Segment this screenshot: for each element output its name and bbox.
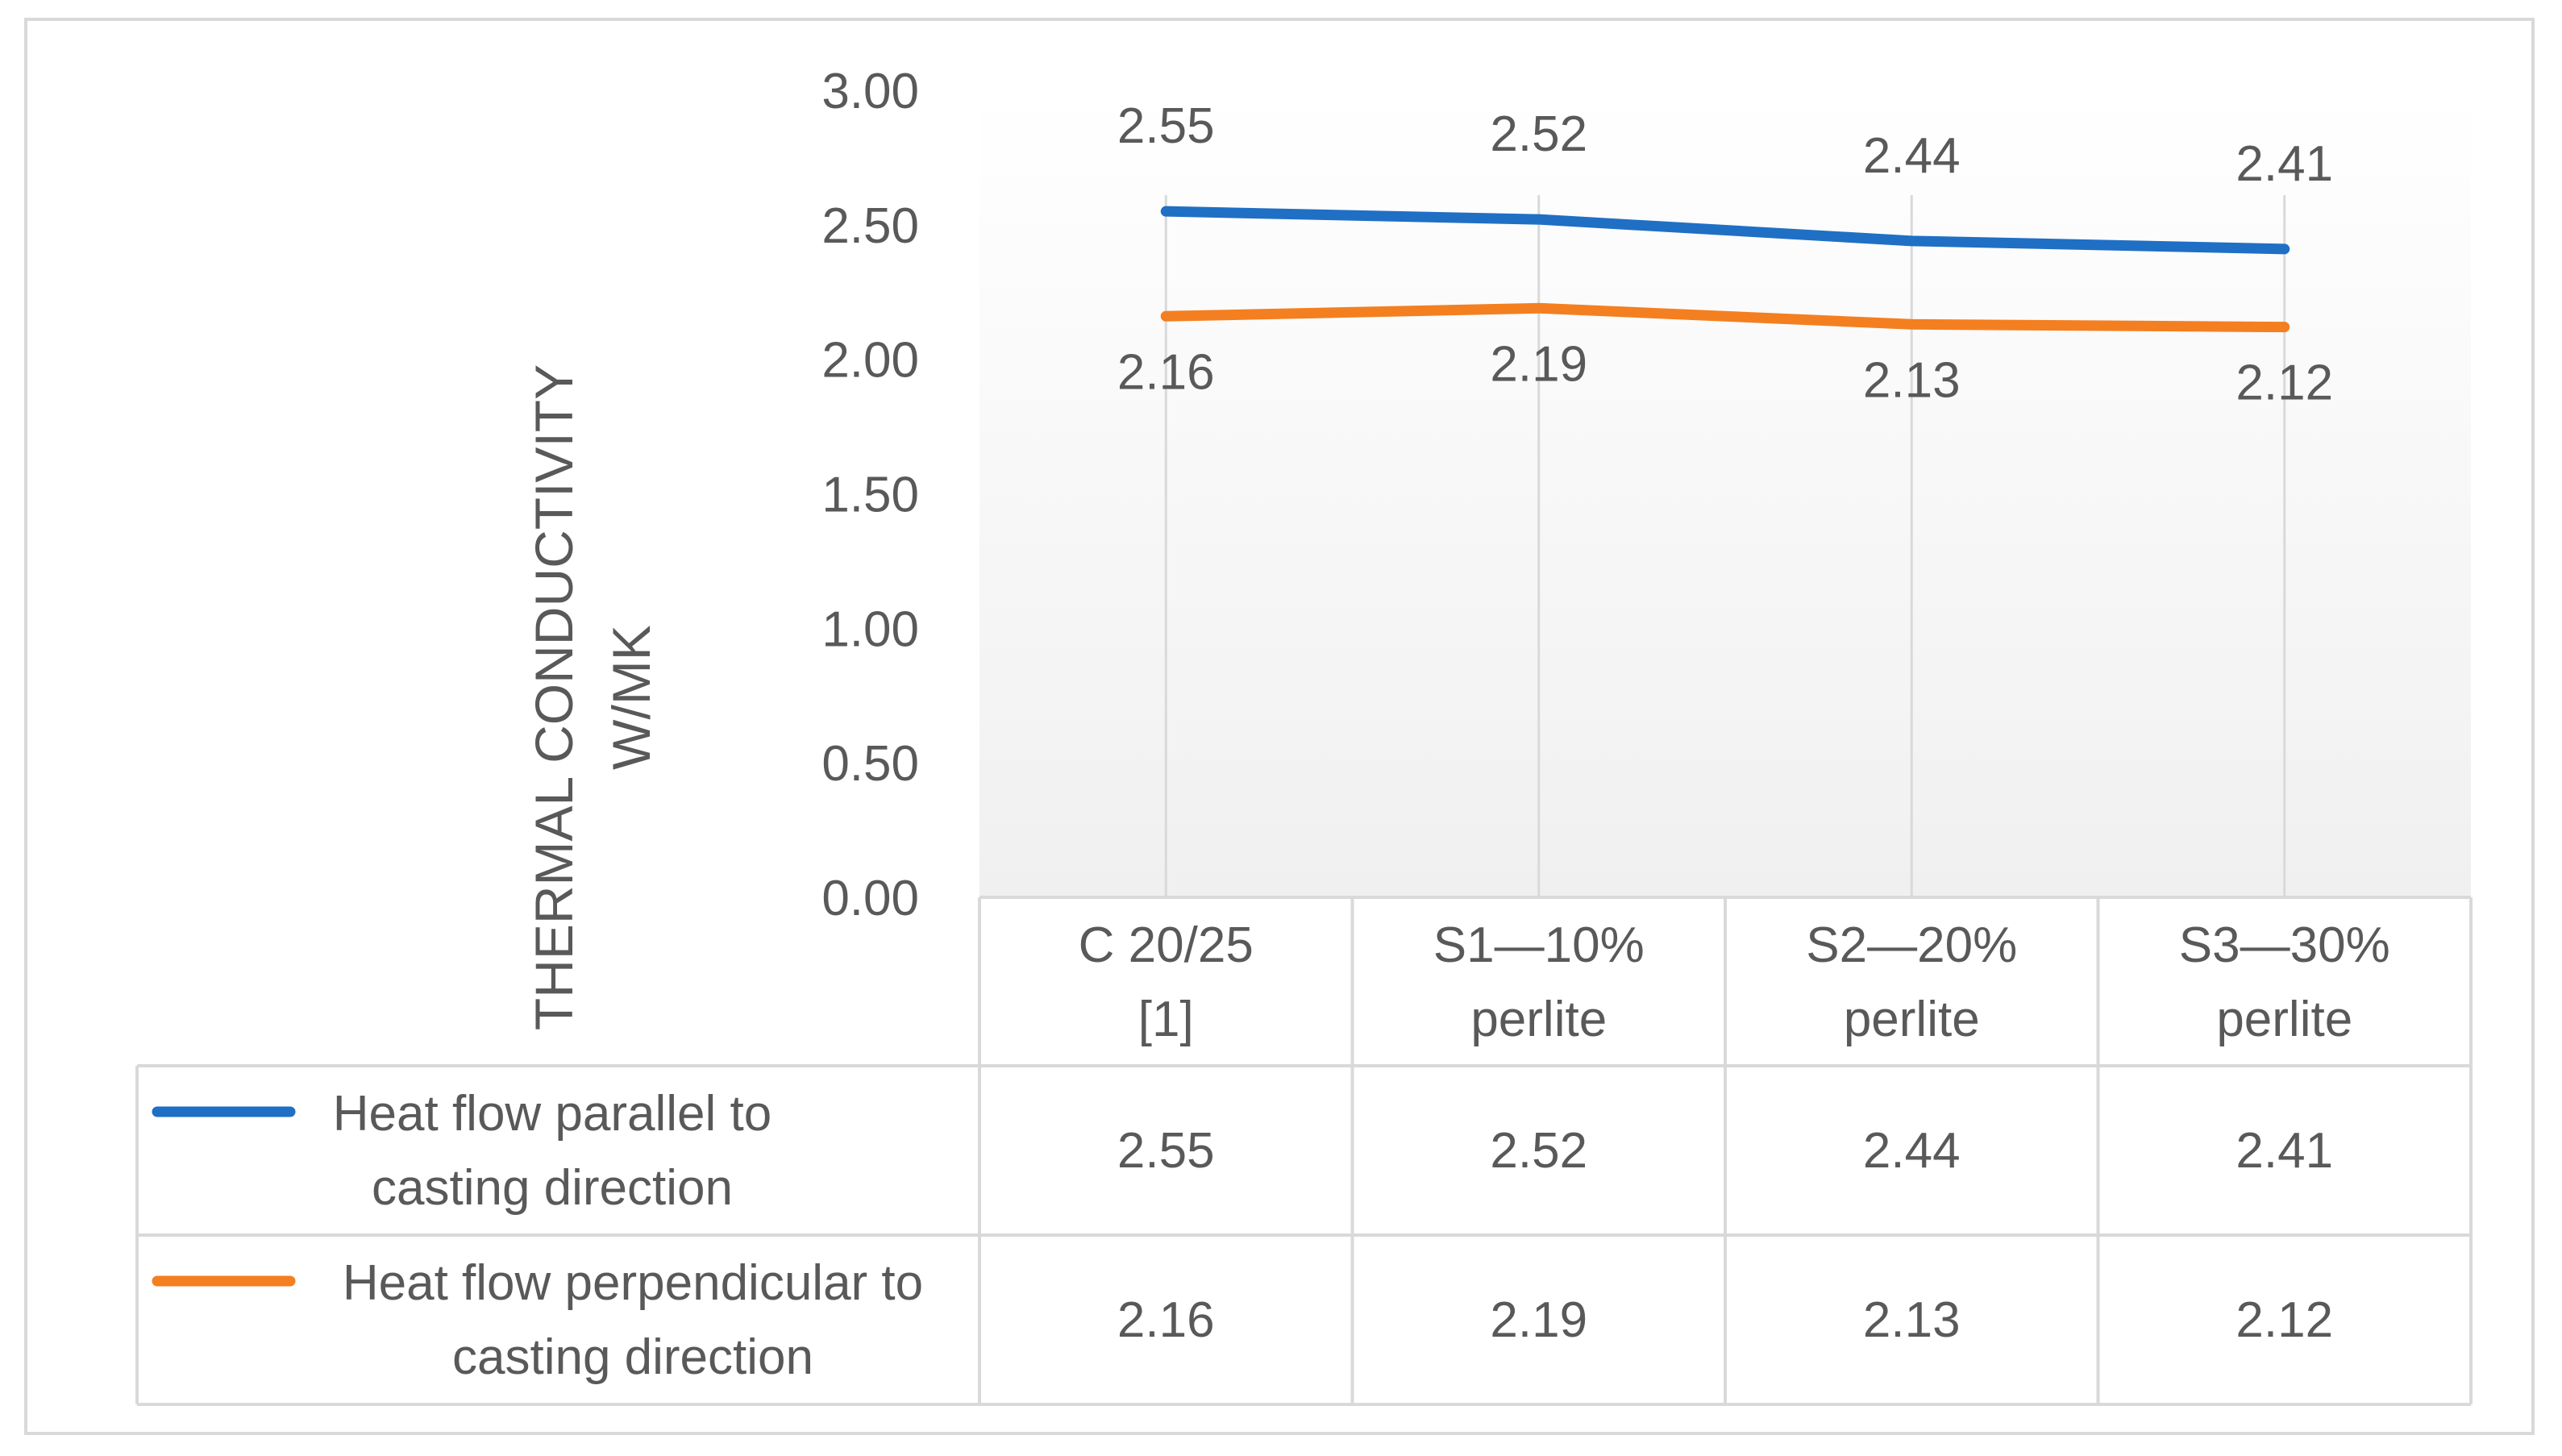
legend-label: casting direction bbox=[372, 1160, 733, 1216]
y-axis-label: THERMAL CONDUCTIVITY W/MK bbox=[524, 364, 661, 1030]
data-label: 2.41 bbox=[2236, 136, 2333, 192]
table-cell-value: 2.44 bbox=[1863, 1123, 1961, 1179]
data-label: 2.55 bbox=[1117, 98, 1215, 154]
chart-frame bbox=[24, 18, 2535, 1435]
category-label: S1—10% bbox=[1433, 917, 1645, 973]
table-cell-value: 2.12 bbox=[2236, 1292, 2333, 1348]
table-cell-value: 2.19 bbox=[1490, 1292, 1587, 1348]
table-cell-value: 2.55 bbox=[1117, 1123, 1215, 1179]
legend-label: Heat flow parallel to bbox=[333, 1086, 772, 1142]
y-axis: 0.00 0.50 1.00 1.50 2.00 2.50 3.00 bbox=[821, 64, 919, 926]
y-tick-label: 1.50 bbox=[821, 468, 919, 523]
y-tick-label: 1.00 bbox=[821, 601, 919, 657]
category-label: perlite bbox=[1844, 992, 1980, 1047]
data-table: C 20/25 [1] S1—10% perlite S2—20% perlite S3—3… bbox=[135, 896, 2473, 1406]
data-label: 2.13 bbox=[1863, 352, 1961, 408]
data-label: 2.52 bbox=[1490, 106, 1587, 162]
y-axis-label-line: W/MK bbox=[601, 625, 661, 770]
category-label: S2—20% bbox=[1806, 917, 2017, 973]
series-line bbox=[1160, 206, 2290, 255]
series-layer bbox=[1160, 206, 2290, 333]
data-label: 2.44 bbox=[1863, 128, 1961, 184]
y-axis-title: THERMAL CONDUCTIVITY W/MK bbox=[524, 364, 661, 1030]
legend-label: Heat flow perpendicular to bbox=[343, 1255, 923, 1311]
category-label: perlite bbox=[2216, 992, 2352, 1047]
category-label: perlite bbox=[1470, 992, 1607, 1047]
data-label: 2.12 bbox=[2236, 356, 2333, 411]
plot-area bbox=[979, 90, 2471, 897]
data-label: 2.16 bbox=[1117, 344, 1215, 400]
table-cell-value: 2.13 bbox=[1863, 1292, 1961, 1348]
series-line bbox=[1160, 302, 2290, 333]
y-tick-label: 0.00 bbox=[821, 871, 919, 926]
y-axis-label-line: THERMAL CONDUCTIVITY bbox=[524, 364, 584, 1030]
y-tick-label: 2.00 bbox=[821, 333, 919, 389]
data-label: 2.19 bbox=[1490, 336, 1587, 392]
table-cell-value: 2.16 bbox=[1117, 1292, 1215, 1348]
legend-label: casting direction bbox=[452, 1329, 813, 1385]
y-tick-label: 0.50 bbox=[821, 736, 919, 792]
y-tick-label: 3.00 bbox=[821, 64, 919, 119]
data-labels: 2.55 2.52 2.44 2.41 2.16 2.19 2.13 2.12 bbox=[1117, 98, 2333, 410]
category-label: [1] bbox=[1138, 992, 1194, 1047]
y-tick-label: 2.50 bbox=[821, 198, 919, 254]
category-label: C 20/25 bbox=[1079, 917, 1254, 973]
category-label: S3—30% bbox=[2179, 917, 2390, 973]
table-cell-value: 2.52 bbox=[1490, 1123, 1587, 1179]
table-cell-value: 2.41 bbox=[2236, 1123, 2333, 1179]
